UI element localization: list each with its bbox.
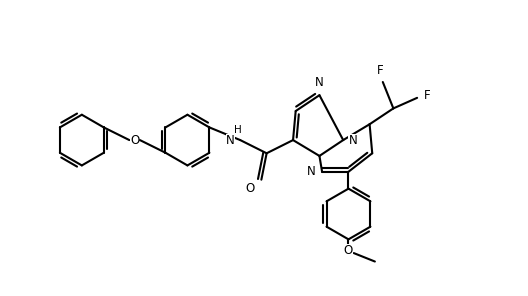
Text: F: F — [377, 64, 383, 77]
Text: O: O — [344, 244, 353, 258]
Text: O: O — [130, 133, 139, 147]
Text: N: N — [315, 76, 324, 89]
Text: N: N — [348, 133, 357, 147]
Text: N: N — [226, 133, 235, 147]
Text: F: F — [423, 89, 430, 102]
Text: O: O — [246, 182, 255, 195]
Text: N: N — [307, 165, 316, 178]
Text: H: H — [234, 125, 241, 135]
